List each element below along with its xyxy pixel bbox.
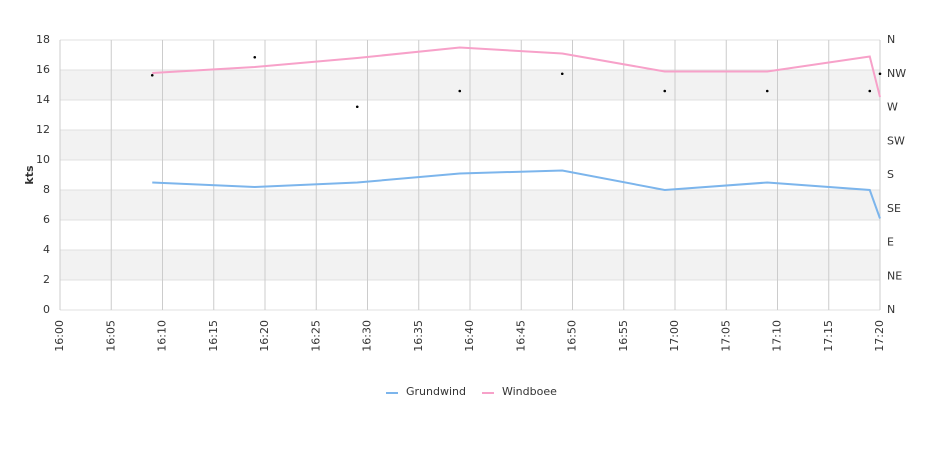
y2-tick-label: E xyxy=(887,236,894,249)
y2-tick-label: NE xyxy=(887,269,902,282)
y-tick-label: 12 xyxy=(36,123,50,136)
x-tick-label: 16:35 xyxy=(412,320,425,352)
y-tick-label: 16 xyxy=(36,63,50,76)
direction-dot xyxy=(560,72,564,76)
direction-dot xyxy=(878,72,882,76)
x-tick-label: 16:05 xyxy=(104,320,117,352)
direction-dot xyxy=(355,105,359,109)
y2-tick-label: SE xyxy=(887,202,901,215)
x-tick-label: 17:20 xyxy=(873,320,886,352)
y-tick-label: 14 xyxy=(36,93,50,106)
x-tick-label: 16:15 xyxy=(207,320,220,352)
legend-label: Windboee xyxy=(502,385,557,398)
y-axis-title: kts xyxy=(23,165,36,185)
y2-tick-label: NW xyxy=(887,67,906,80)
x-tick-label: 17:15 xyxy=(822,320,835,352)
x-tick-label: 16:10 xyxy=(156,320,169,352)
x-tick-label: 17:00 xyxy=(668,320,681,352)
y2-tick-label: S xyxy=(887,168,894,181)
y-tick-label: 10 xyxy=(36,153,50,166)
line-series xyxy=(152,169,881,219)
x-tick-label: 16:40 xyxy=(463,320,476,352)
x-tick-label: 16:00 xyxy=(53,320,66,352)
y-tick-label: 0 xyxy=(43,303,50,316)
direction-dot xyxy=(765,89,769,93)
y2-tick-label: SW xyxy=(887,134,905,147)
line-series xyxy=(152,46,881,98)
direction-dot xyxy=(663,89,667,93)
y-tick-label: 4 xyxy=(43,243,50,256)
y2-tick-label: N xyxy=(887,303,895,316)
x-tick-label: 16:55 xyxy=(617,320,630,352)
x-tick-label: 16:50 xyxy=(566,320,579,352)
x-tick-label: 17:10 xyxy=(771,320,784,352)
x-tick-label: 16:30 xyxy=(361,320,374,352)
x-tick-label: 16:25 xyxy=(309,320,322,352)
x-tick-label: 16:45 xyxy=(514,320,527,352)
y2-tick-label: W xyxy=(887,101,898,114)
legend-label: Grundwind xyxy=(406,385,466,398)
y-tick-label: 18 xyxy=(36,33,50,46)
y-tick-label: 8 xyxy=(43,183,50,196)
y2-tick-label: N xyxy=(887,33,895,46)
direction-dot xyxy=(458,89,462,93)
y-tick-label: 2 xyxy=(43,273,50,286)
direction-dot xyxy=(253,55,257,59)
y-tick-label: 6 xyxy=(43,213,50,226)
direction-dot xyxy=(150,73,154,77)
direction-dot xyxy=(868,89,872,93)
x-tick-label: 17:05 xyxy=(719,320,732,352)
x-tick-label: 16:20 xyxy=(258,320,271,352)
